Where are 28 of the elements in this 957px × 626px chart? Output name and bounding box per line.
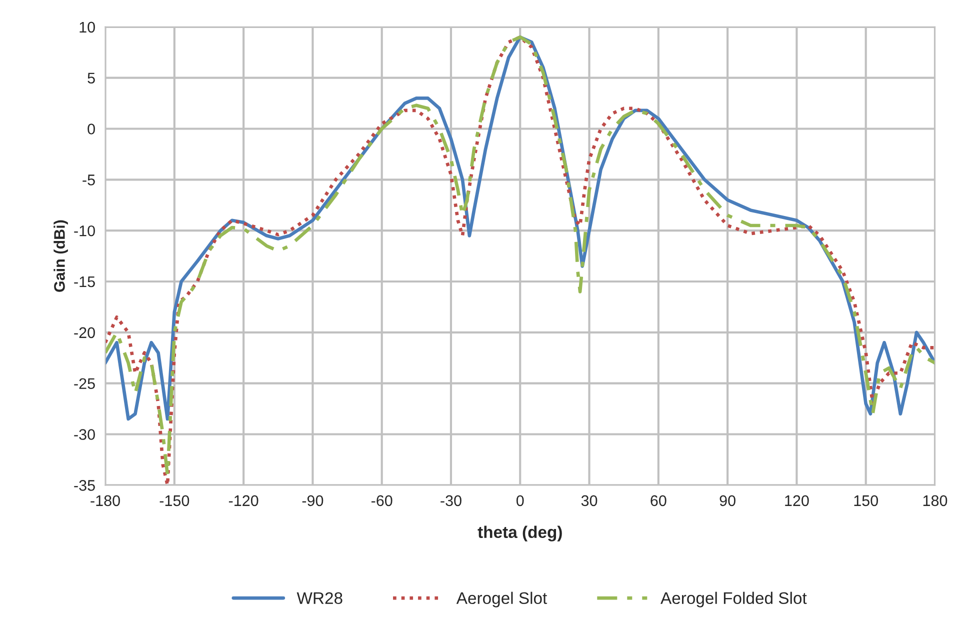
- y-axis-title: Gain (dBi): [54, 220, 68, 292]
- y-tick-label: -5: [82, 174, 95, 186]
- y-tick-label: 10: [80, 22, 95, 33]
- x-tick-label: -120: [228, 495, 258, 506]
- y-tick-label: -10: [74, 225, 95, 236]
- y-tick-label: 0: [88, 124, 95, 134]
- x-tick-label: 150: [854, 495, 878, 506]
- y-tick-label: -30: [74, 429, 95, 440]
- x-tick-label: -90: [302, 495, 324, 506]
- x-tick-label: 180: [923, 495, 948, 506]
- x-tick-label: -180: [90, 495, 120, 506]
- x-tick-label: 120: [785, 495, 809, 506]
- y-tick-label: -15: [74, 276, 95, 288]
- x-tick-label: -60: [371, 495, 392, 506]
- x-tick-label: 30: [581, 495, 598, 506]
- y-tick-label: 5: [88, 72, 95, 84]
- y-tick-label: -25: [74, 378, 95, 390]
- x-tick-label: -150: [160, 495, 190, 506]
- legend-label: Aerogel Slot: [456, 592, 548, 608]
- x-tick-label: 0: [516, 495, 524, 506]
- x-axis-title: theta (deg): [478, 526, 562, 542]
- legend-label: WR28: [296, 592, 342, 604]
- x-tick-label: 90: [720, 495, 736, 506]
- y-tick-label: -35: [74, 480, 95, 491]
- x-tick-label: -30: [440, 495, 462, 506]
- legend-label: Aerogel Folded Slot: [660, 592, 807, 608]
- x-tick-label: 60: [650, 495, 666, 506]
- y-tick-label: -20: [74, 327, 95, 338]
